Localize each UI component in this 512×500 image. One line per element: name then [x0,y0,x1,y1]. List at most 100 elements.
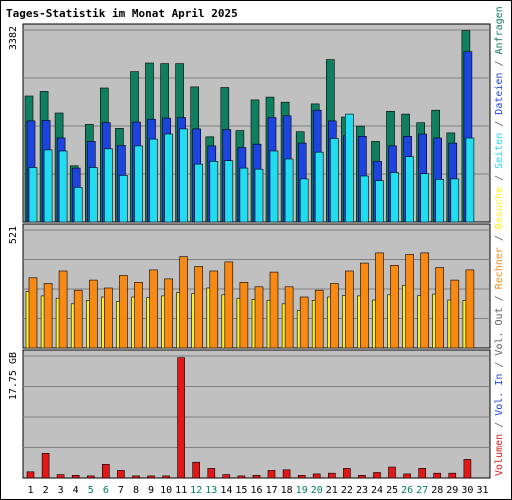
x-tick-label: 30 [461,485,473,496]
x-tick-label: 3 [58,485,64,496]
bar-seiten-day-4 [73,187,83,223]
bar-rechner-day-15 [239,281,249,349]
bar-seiten-day-11 [179,128,188,223]
bar-seiten-day-20 [314,151,324,223]
x-tick-label: 22 [341,485,353,496]
x-tick-label: 24 [371,485,383,496]
bar-seiten-day-14 [224,160,234,223]
bar-rechner-day-9 [149,269,158,349]
x-tick-label: 20 [311,485,323,496]
x-tick-label: 25 [386,485,398,496]
bar-volumen-day-1 [26,471,35,479]
panel-max-label: 3382 [8,26,19,50]
bar-volumen-day-16 [252,474,261,479]
bar-seiten-day-12 [194,163,203,223]
bar-seiten-day-5 [89,167,98,223]
x-tick-label: 12 [190,485,202,496]
bar-seiten-day-13 [209,161,219,223]
x-tick-label: 8 [133,485,139,496]
bar-volumen-day-4 [71,474,80,479]
x-tick-label: 15 [235,485,247,496]
bar-volumen-day-19 [297,474,306,479]
x-axis-tick-labels: 1 2 3 4 5 6 7 8 9 10 11 12 13 14 15 16 17 18 19 20 21 22 23 24 2… [27,485,488,496]
bar-volumen-day-14 [222,474,231,479]
bar-volumen-day-20 [312,473,321,479]
bar-volumen-day-5 [87,475,95,479]
x-tick-label: 29 [446,485,458,496]
bar-rechner-day-30 [465,269,475,349]
bar-volumen-day-26 [403,473,411,479]
bar-seiten-day-30 [465,137,475,223]
bar-seiten-day-8 [134,145,143,223]
panel-max-label: 521 [8,226,19,244]
bar-seiten-day-28 [435,179,445,223]
panel-3: 17.75 GB [8,349,491,479]
x-tick-label: 31 [476,485,488,496]
bar-seiten-day-18 [284,158,294,223]
legend-segment: Dateien [494,73,505,115]
bar-seiten-day-16 [254,168,264,223]
x-tick-label: 28 [431,485,443,496]
bar-rechner-day-29 [450,279,460,349]
bar-rechner-day-20 [314,289,324,349]
bar-seiten-day-27 [420,173,430,223]
legend-segment: Vol. Out [494,307,505,355]
x-tick-label: 26 [401,485,413,496]
bar-seiten-day-24 [375,180,384,223]
bar-volumen-day-25 [388,466,396,479]
bar-volumen-day-12 [192,461,200,479]
bar-rechner-day-17 [269,271,279,349]
legend-segment: Besuche [494,187,505,229]
bar-seiten-day-21 [329,138,339,223]
bar-seiten-day-23 [360,175,369,223]
legend-segment: / [494,416,505,434]
bar-rechner-day-10 [164,278,173,349]
bar-seiten-day-15 [239,167,249,223]
bar-volumen-day-24 [373,472,381,479]
legend-segment: / [494,54,505,72]
x-tick-label: 6 [103,485,109,496]
bar-rechner-day-7 [119,275,128,349]
bar-rechner-day-24 [375,252,384,349]
bar-volumen-day-27 [418,468,427,479]
x-tick-label: 27 [416,485,428,496]
bar-volumen-day-30 [463,459,472,479]
legend-segment: Volumen [494,434,505,476]
x-tick-label: 9 [148,485,154,496]
bar-volumen-day-3 [56,474,65,479]
bar-volumen-day-6 [102,463,110,479]
bar-seiten-day-9 [149,138,158,223]
x-tick-label: 16 [250,485,262,496]
bar-volumen-day-9 [147,475,155,479]
legend-segment: Seiten [494,133,505,169]
bar-seiten-day-6 [104,148,113,223]
bar-seiten-day-7 [119,175,128,223]
x-tick-label: 17 [266,485,278,496]
bar-seiten-day-19 [299,178,309,223]
bar-volumen-day-11 [177,357,185,479]
bar-seiten-day-3 [58,150,68,223]
legend-segment: Rechner [494,247,505,289]
bar-volumen-day-15 [237,475,246,479]
x-tick-label: 21 [326,485,338,496]
x-tick-label: 5 [88,485,94,496]
chart-panels: 3382 521 17.75 GB [8,23,491,479]
bar-volumen-day-17 [267,470,276,479]
bar-rechner-day-11 [179,256,188,349]
legend-segment: / [494,169,505,187]
right-legend: Volumen / Vol. In / Vol. Out / Rechner /… [494,6,505,476]
bar-volumen-day-10 [162,475,170,479]
panel-background [22,349,491,479]
legend-segment: / [494,289,505,307]
legend-segment: Vol. In [494,374,505,416]
bar-rechner-day-25 [390,264,399,349]
bar-rechner-day-3 [58,270,68,349]
legend-segment: / [494,115,505,133]
bar-seiten-day-1 [28,167,38,223]
bar-rechner-day-5 [89,279,98,349]
bar-volumen-day-2 [41,452,50,479]
x-tick-label: 23 [356,485,368,496]
bar-volumen-day-7 [117,470,125,479]
legend-segment: Anfragen [494,6,505,54]
